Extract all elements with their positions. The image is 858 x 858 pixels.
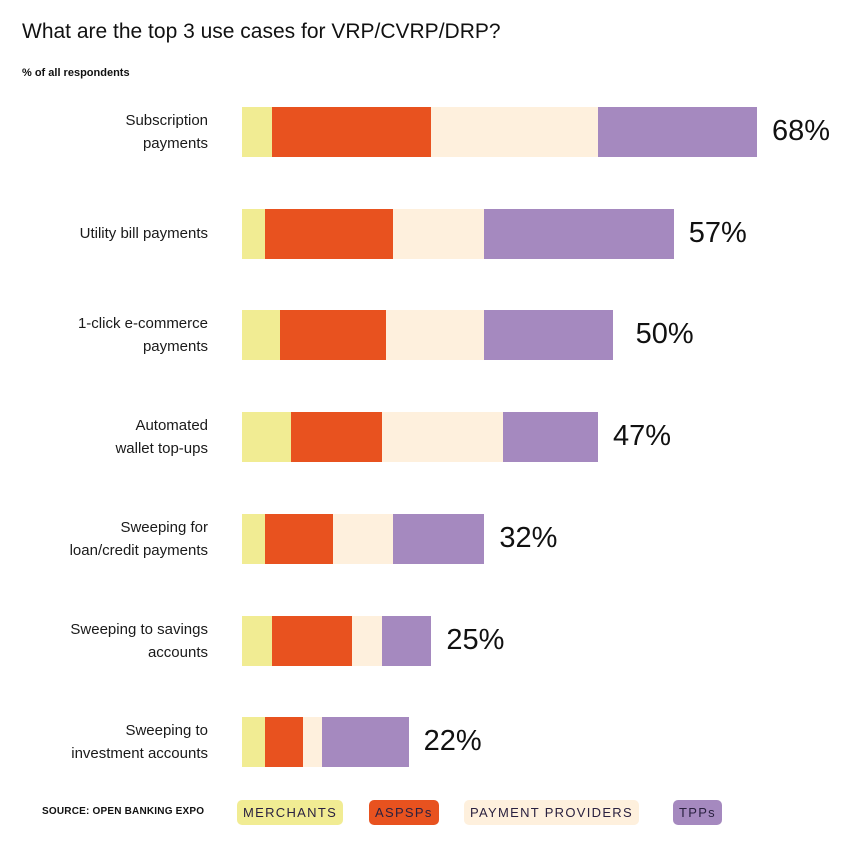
- category-label: Subscription payments: [8, 109, 208, 155]
- category-label-line: investment accounts: [71, 745, 208, 763]
- total-label: 32%: [499, 521, 558, 554]
- category-label: Utility bill payments: [8, 222, 208, 245]
- bar-segment-aspsps: [264, 513, 333, 564]
- category-label-line: Sweeping to: [125, 722, 208, 740]
- total-label: 25%: [446, 623, 505, 656]
- category-label: Automated wallet top-ups: [8, 414, 208, 460]
- bar-segment-merchants: [242, 615, 273, 666]
- chart-title: What are the top 3 use cases for VRP/CVR…: [22, 20, 501, 43]
- bar-segment-tpps: [484, 208, 674, 259]
- bar-segment-payment-providers: [302, 717, 322, 768]
- legend-item-aspsps: ASPSPs: [369, 800, 439, 825]
- category-label-line: loan/credit payments: [69, 541, 208, 559]
- bar-segment-aspsps: [272, 615, 352, 666]
- total-label: 22%: [423, 725, 482, 758]
- category-label-line: Subscription: [125, 112, 208, 129]
- bar-segment-tpps: [393, 513, 485, 564]
- category-label-line: wallet top-ups: [115, 440, 208, 458]
- legend-item-tpps: TPPs: [673, 800, 722, 825]
- bar-segment-aspsps: [264, 717, 303, 768]
- total-label: 57%: [688, 216, 747, 249]
- source-note: SOURCE: OPEN BANKING EXPO: [42, 806, 205, 817]
- category-label: Sweeping to investment accounts: [8, 719, 208, 765]
- category-label-line: 1-click e-commerce: [77, 315, 208, 333]
- category-label: 1-click e-commerce payments: [8, 312, 208, 358]
- category-label: Sweeping to savings accounts: [8, 618, 208, 664]
- category-label-line: Sweeping to savings: [70, 620, 208, 638]
- category-label-line: accounts: [147, 643, 208, 661]
- bar-segment-aspsps: [272, 107, 432, 157]
- total-label: 68%: [772, 115, 831, 147]
- bar-segment-tpps: [321, 717, 409, 768]
- bar-segment-merchants: [242, 717, 265, 768]
- bar-segment-aspsps: [264, 208, 394, 259]
- bar-segment-tpps: [484, 310, 614, 361]
- category-label-line: payments: [142, 338, 208, 356]
- bar-segment-merchants: [242, 412, 292, 463]
- bar-segment-merchants: [242, 107, 273, 157]
- bar-segment-aspsps: [291, 412, 383, 463]
- bar-segment-payment-providers: [382, 412, 504, 463]
- total-label: 47%: [612, 420, 671, 453]
- total-label: 50%: [635, 318, 694, 351]
- bar-segment-payment-providers: [393, 208, 485, 259]
- bar-segment-payment-providers: [431, 107, 598, 157]
- bar-segment-tpps: [382, 615, 432, 666]
- bar-segment-merchants: [242, 513, 265, 564]
- bar-segment-tpps: [597, 107, 757, 157]
- category-label-line: payments: [142, 135, 208, 152]
- bar-segment-payment-providers: [332, 513, 394, 564]
- bar-segment-payment-providers: [351, 615, 383, 666]
- chart-subtitle: % of all respondents: [22, 67, 130, 79]
- bar-segment-merchants: [242, 208, 265, 259]
- category-label-line: Utility bill payments: [79, 225, 208, 243]
- bar-segment-payment-providers: [385, 310, 485, 361]
- legend-item-merchants: MERCHANTS: [237, 800, 344, 825]
- category-label: Sweeping for loan/credit payments: [8, 516, 208, 562]
- bar-segment-aspsps: [279, 310, 386, 361]
- legend-item-payment-providers: PAYMENT PROVIDERS: [464, 800, 639, 825]
- category-label-line: Sweeping for: [120, 518, 208, 536]
- bar-segment-merchants: [242, 310, 280, 361]
- category-label-line: Automated: [135, 417, 208, 435]
- bar-segment-tpps: [503, 412, 598, 463]
